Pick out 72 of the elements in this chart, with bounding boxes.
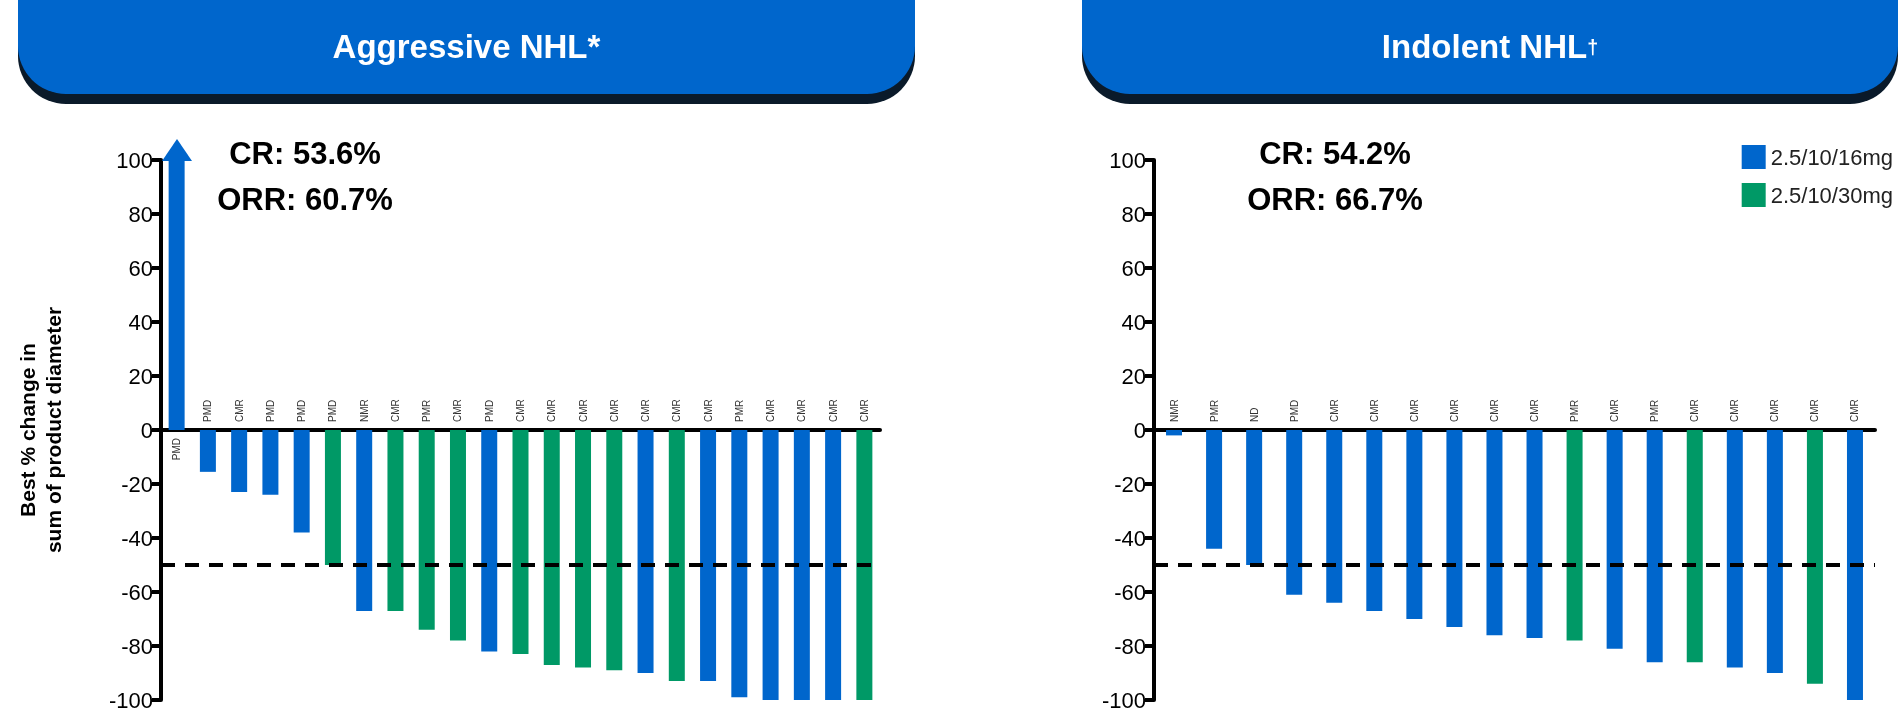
- x-tick-label: CMR: [233, 399, 245, 422]
- x-tick-label: PMD: [171, 438, 183, 461]
- legend-label: 2.5/10/16mg: [1770, 144, 1893, 170]
- y-tick-label: -100: [1101, 687, 1146, 713]
- annotation: ORR: 66.7%: [1247, 182, 1423, 217]
- x-tick-label: PMR: [421, 399, 433, 422]
- x-tick-label: CMR: [671, 399, 683, 422]
- x-tick-label: CMR: [608, 399, 620, 422]
- annotation: CR: 54.2%: [1259, 136, 1411, 171]
- x-tick-label: PMD: [296, 399, 308, 422]
- y-tick-label: 60: [1121, 255, 1146, 281]
- y-tick-label: -80: [121, 633, 153, 659]
- x-tick-label: CMR: [1689, 399, 1701, 422]
- x-tick-label: ND: [1248, 407, 1260, 422]
- x-tick-label: CMR: [796, 399, 808, 422]
- y-tick-label: -40: [1114, 525, 1146, 551]
- y-tick-label: -80: [1114, 633, 1146, 659]
- y-tick-label: 20: [128, 363, 153, 389]
- x-tick-label: CMR: [577, 399, 589, 422]
- y-tick-label: 40: [1121, 309, 1146, 335]
- x-tick-label: CMR: [452, 399, 464, 422]
- x-tick-label: NMR: [1168, 399, 1180, 422]
- annotation: CR: 53.6%: [229, 136, 381, 171]
- y-tick-label: -100: [108, 687, 153, 713]
- y-tick-label: -20: [1114, 471, 1146, 497]
- x-tick-label: CMR: [1809, 399, 1821, 422]
- x-tick-label: PMD: [264, 399, 276, 422]
- x-tick-label: CMR: [1448, 399, 1460, 422]
- y-tick-label: 20: [1121, 363, 1146, 389]
- x-tick-label: PMD: [327, 399, 339, 422]
- x-tick-label: CMR: [827, 399, 839, 422]
- x-tick-label: CMR: [1609, 399, 1621, 422]
- y-tick-label: 100: [116, 147, 153, 173]
- x-tick-label: PMR: [733, 399, 745, 422]
- x-tick-label: CMR: [389, 399, 401, 422]
- x-tick-label: CMR: [765, 399, 777, 422]
- y-tick-label: -60: [121, 579, 153, 605]
- x-tick-label: CMR: [702, 399, 714, 422]
- x-tick-label: CMR: [515, 399, 526, 422]
- x-tick-label: PMD: [202, 399, 214, 422]
- y-tick-label: 40: [128, 309, 153, 335]
- x-tick-label: PMR: [1649, 399, 1661, 422]
- x-tick-label: NMR: [358, 399, 370, 422]
- y-tick-label: 80: [1121, 201, 1146, 227]
- y-tick-label: 100: [1109, 147, 1146, 173]
- x-tick-label: CMR: [546, 399, 558, 422]
- x-tick-label: PMR: [1569, 399, 1581, 422]
- chart-title: Indolent NHL$^{†}$: [1082, 0, 1898, 94]
- x-tick-label: PMR: [1208, 399, 1220, 422]
- x-tick-label: CMR: [1729, 399, 1741, 422]
- x-tick-label: CMR: [1328, 399, 1340, 422]
- y-tick-label: 60: [128, 255, 153, 281]
- y-tick-label: 80: [128, 201, 153, 227]
- y-tick-label: 0: [140, 417, 153, 443]
- y-tick-label: 0: [1133, 417, 1146, 443]
- x-tick-label: CMR: [640, 399, 652, 422]
- legend-label: 2.5/10/30mg: [1770, 182, 1893, 208]
- x-tick-label: CMR: [1408, 399, 1420, 422]
- x-tick-label: CMR: [1769, 399, 1781, 422]
- y-axis-title: Best % change in sum of product diameter: [15, 306, 65, 554]
- y-tick-label: -20: [121, 471, 153, 497]
- chart-title: Aggressive NHL*: [18, 0, 915, 94]
- x-tick-label: PMD: [483, 399, 495, 422]
- y-tick-label: -60: [1114, 579, 1146, 605]
- x-tick-label: CMR: [1488, 399, 1500, 422]
- x-tick-label: CMR: [858, 399, 870, 422]
- x-tick-label: PMD: [1288, 399, 1300, 422]
- y-tick-label: -40: [121, 525, 153, 551]
- annotation: ORR: 60.7%: [217, 182, 393, 217]
- x-tick-label: CMR: [1849, 399, 1861, 422]
- x-tick-label: CMR: [1368, 399, 1380, 422]
- x-tick-label: CMR: [1529, 399, 1541, 422]
